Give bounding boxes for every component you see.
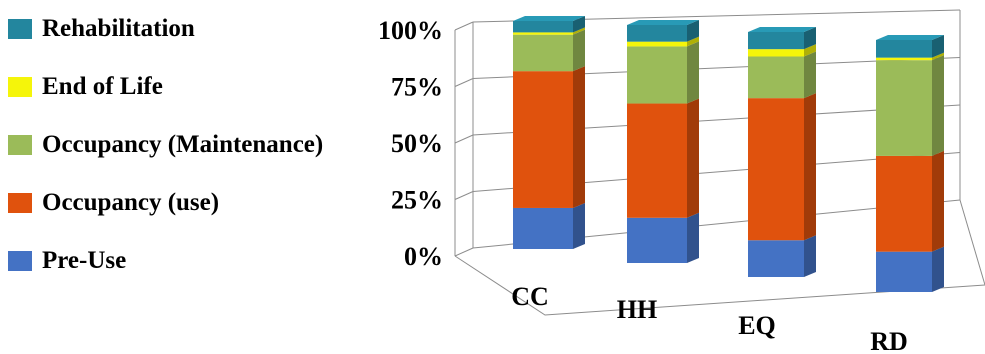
y-tick-label: 50% bbox=[391, 129, 443, 158]
bar-segment bbox=[627, 25, 687, 42]
y-axis: 0% 25% 50% 75% 100% bbox=[378, 16, 443, 271]
bar-segment bbox=[876, 155, 932, 252]
bar-segment bbox=[627, 41, 687, 47]
legend-item: Rehabilitation bbox=[8, 14, 195, 44]
legend-label: Pre-Use bbox=[42, 247, 127, 274]
gridline bbox=[454, 134, 474, 144]
bar-segment-side bbox=[804, 93, 816, 241]
gridline bbox=[454, 21, 474, 31]
bar-segment bbox=[627, 217, 687, 263]
legend-label: End of Life bbox=[42, 73, 163, 100]
bar-segment-side bbox=[804, 235, 816, 277]
y-tick-label: 75% bbox=[391, 73, 443, 102]
bar-segment-side bbox=[687, 36, 699, 47]
bar-top bbox=[513, 16, 585, 21]
legend-item: Pre-Use bbox=[8, 246, 126, 276]
bar-segment-side bbox=[804, 27, 816, 50]
bar-segment bbox=[513, 34, 573, 72]
gridline bbox=[454, 247, 474, 257]
bar-segment bbox=[627, 46, 687, 104]
bar-segment bbox=[748, 98, 804, 241]
legend-label: Occupancy (use) bbox=[42, 189, 220, 216]
x-category-label: EQ bbox=[738, 311, 776, 340]
y-tick-label: 100% bbox=[378, 16, 443, 45]
bar-segment-side bbox=[573, 16, 585, 33]
bar-segment-side bbox=[687, 20, 699, 42]
bar-segment-side bbox=[932, 52, 944, 61]
x-axis: CC HH EQ RD bbox=[511, 282, 908, 354]
legend-item: Occupancy (Maintenance) bbox=[8, 130, 323, 160]
bar-segment-side bbox=[932, 55, 944, 156]
bar-segment-side bbox=[573, 29, 585, 72]
legend-label: Occupancy (Maintenance) bbox=[42, 131, 324, 158]
legend-swatch bbox=[8, 193, 32, 213]
bar-segment-side bbox=[804, 44, 816, 57]
gridline bbox=[454, 191, 474, 200]
bar-segment bbox=[513, 32, 573, 35]
bar-segment-side bbox=[573, 202, 585, 249]
bar-segment-side bbox=[804, 51, 816, 99]
floor-edge bbox=[959, 199, 985, 286]
bar-segment bbox=[513, 207, 573, 249]
floor-edge bbox=[454, 255, 985, 316]
bars bbox=[513, 16, 944, 292]
bar-segment-side bbox=[573, 66, 585, 208]
bar-segment bbox=[876, 60, 932, 156]
bar-segment-side bbox=[687, 41, 699, 104]
bar-segment bbox=[513, 21, 573, 33]
bar-segment-side bbox=[932, 35, 944, 58]
y-tick-label: 25% bbox=[391, 186, 443, 215]
bar-segment bbox=[627, 103, 687, 218]
bar-segment bbox=[748, 56, 804, 99]
legend-item: End of Life bbox=[8, 72, 163, 102]
bar-segment bbox=[876, 57, 932, 61]
bar-segment bbox=[748, 32, 804, 50]
bar-segment bbox=[748, 240, 804, 277]
legend-label: Rehabilitation bbox=[42, 15, 195, 42]
bar-segment-side bbox=[932, 150, 944, 252]
legend-swatch bbox=[8, 251, 32, 271]
gridline bbox=[454, 78, 474, 87]
bar-segment-side bbox=[687, 212, 699, 263]
bar-segment bbox=[748, 49, 804, 57]
bar-segment-side bbox=[932, 246, 944, 292]
bar-segment-side bbox=[573, 27, 585, 35]
bar-segment bbox=[876, 251, 932, 292]
x-category-label: CC bbox=[511, 282, 549, 311]
legend-swatch bbox=[8, 19, 32, 39]
bar-segment bbox=[876, 40, 932, 58]
x-category-label: HH bbox=[617, 295, 657, 324]
legend-item: Occupancy (use) bbox=[8, 188, 219, 218]
bar-top bbox=[627, 20, 699, 25]
legend-swatch bbox=[8, 77, 32, 97]
legend-swatch bbox=[8, 135, 32, 155]
bar-segment-side bbox=[687, 98, 699, 218]
bar-top bbox=[748, 27, 816, 32]
x-category-label: RD bbox=[870, 327, 908, 354]
bar-top bbox=[876, 35, 944, 40]
bar-segment bbox=[513, 71, 573, 208]
y-tick-label: 0% bbox=[404, 242, 443, 271]
